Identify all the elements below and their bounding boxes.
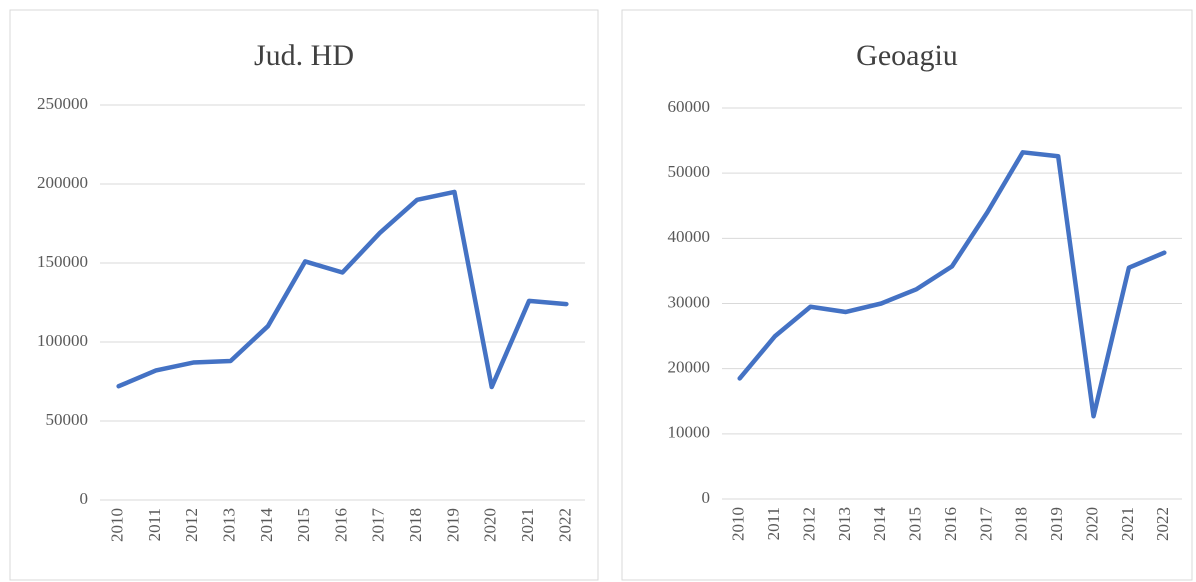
y-tick-label: 100000 [37, 331, 88, 350]
x-tick-label: 2022 [1153, 507, 1172, 541]
x-tick-label: 2010 [108, 508, 127, 542]
x-tick-label: 2018 [406, 508, 425, 542]
x-tick-label: 2019 [1047, 507, 1066, 541]
x-tick-label: 2011 [145, 508, 164, 541]
x-tick-label: 2017 [976, 507, 995, 542]
y-tick-label: 20000 [668, 358, 711, 377]
x-tick-label: 2017 [369, 508, 388, 543]
x-tick-label: 2012 [799, 507, 818, 541]
x-tick-label: 2013 [835, 507, 854, 541]
y-tick-label: 30000 [668, 292, 711, 311]
x-tick-label: 2011 [764, 507, 783, 540]
x-tick-label: 2012 [182, 508, 201, 542]
x-tick-label: 2014 [870, 507, 889, 542]
line-series [737, 150, 1167, 419]
y-tick-label: 200000 [37, 173, 88, 192]
x-tick-label: 2021 [1118, 507, 1137, 541]
x-tick-label: 2015 [294, 508, 313, 542]
x-tick-label: 2016 [331, 508, 350, 542]
y-tick-label: 60000 [668, 97, 711, 116]
x-tick-label: 2020 [481, 508, 500, 542]
y-tick-label: 150000 [37, 252, 88, 271]
x-tick-label: 2022 [555, 508, 574, 542]
x-tick-label: 2018 [1012, 507, 1031, 541]
x-tick-label: 2015 [906, 507, 925, 541]
y-tick-label: 40000 [668, 227, 711, 246]
x-tick-label: 2019 [443, 508, 462, 542]
y-tick-label: 250000 [37, 94, 88, 113]
x-tick-label: 2020 [1082, 507, 1101, 541]
x-tick-label: 2014 [257, 508, 276, 543]
line-series [116, 189, 569, 390]
x-tick-label: 2013 [219, 508, 238, 542]
y-tick-label: 50000 [46, 410, 89, 429]
y-tick-label: 50000 [668, 162, 711, 181]
y-tick-label: 0 [80, 489, 89, 508]
chart-frame [9, 9, 599, 581]
x-tick-label: 2021 [518, 508, 537, 542]
x-tick-label: 2010 [729, 507, 748, 541]
y-tick-label: 10000 [668, 423, 711, 442]
chart-title: Geoagiu [856, 39, 958, 72]
chart-title: Jud. HD [254, 39, 354, 72]
y-tick-label: 0 [702, 488, 711, 507]
x-tick-label: 2016 [941, 507, 960, 541]
